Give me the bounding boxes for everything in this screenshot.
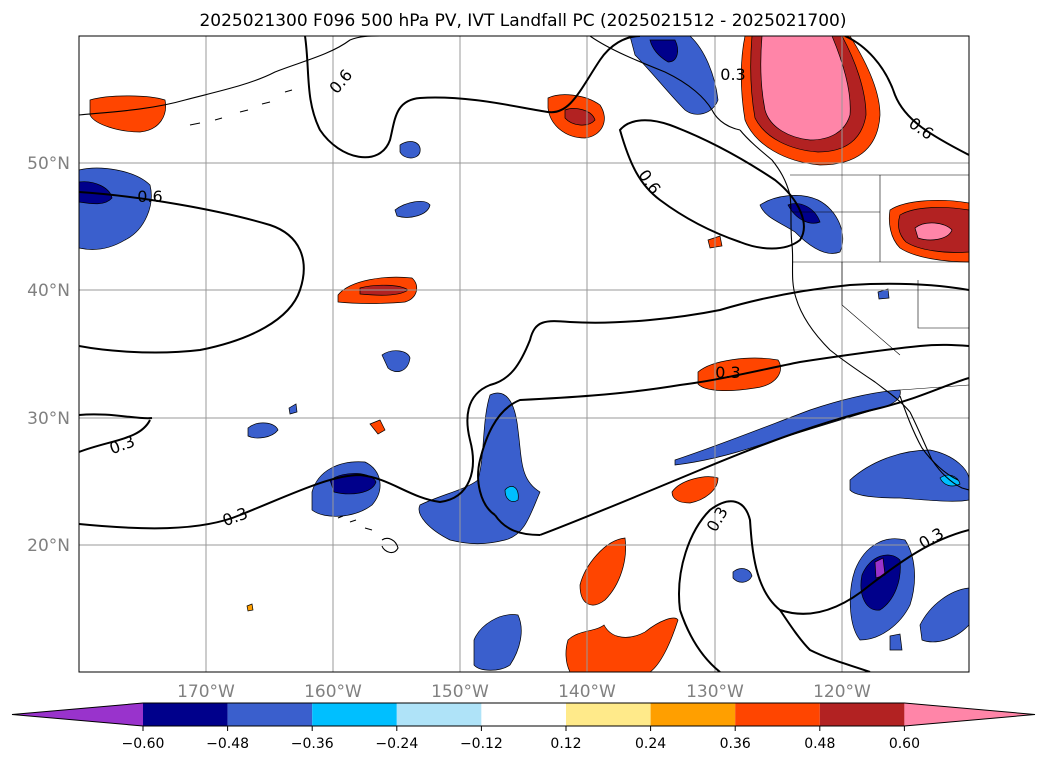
se-alaska-coast <box>589 36 741 131</box>
colorbar <box>11 702 1036 727</box>
us-mexico-border <box>899 384 969 391</box>
colorbar-tick-label: −0.48 <box>206 736 249 752</box>
colorbar-tick-label: 0.48 <box>804 736 835 752</box>
neg-far-southeast <box>919 587 969 643</box>
lat-label-40n: 40°N <box>27 281 70 301</box>
neg-small-4 <box>247 422 279 439</box>
colorbar-segment <box>481 703 566 726</box>
map-panel: 0.6 0.6 0.6 0.6 0.3 0.3 0.3 0.3 0.3 0.3 <box>78 35 970 673</box>
colorbar-tick-label: 0.36 <box>720 736 751 752</box>
colorbar-tick-label: 0.24 <box>635 736 666 752</box>
neg-southeast-purple <box>874 557 886 579</box>
lon-label-170w: 170°W <box>177 682 235 702</box>
colorbar-segment <box>143 703 228 726</box>
lon-label-120w: 120°W <box>813 682 871 702</box>
colorbar-extend-min <box>12 703 143 726</box>
pos-south-streak <box>579 537 626 606</box>
lon-labels: 170°W 160°W 150°W 140°W 130°W 120°W <box>177 682 871 702</box>
map-frame <box>78 35 970 673</box>
neg-nw-canada <box>629 36 719 115</box>
contour-label: 0.3 <box>715 363 740 382</box>
contour-0.6-north <box>304 36 641 159</box>
us-west-coast <box>789 194 911 413</box>
mexico-coast <box>899 395 959 481</box>
lat-label-30n: 30°N <box>27 409 70 429</box>
neg-small-5 <box>288 403 298 415</box>
contours <box>79 36 969 672</box>
pos-mid <box>671 476 719 504</box>
contour-0.3-central <box>79 282 969 530</box>
contour-0.3-south <box>477 343 969 516</box>
pos-idaho-pink <box>914 222 953 241</box>
neg-small-2 <box>394 201 431 218</box>
colorbar-tick-label: 0.60 <box>889 736 920 752</box>
colorbar-segment <box>396 703 482 726</box>
neg-small-8 <box>889 633 903 651</box>
colorbar-tick-label: −0.12 <box>460 736 503 752</box>
contour-0.3-inner <box>494 377 969 536</box>
colorbar-ticks: −0.60 −0.48 −0.36 −0.24 −0.12 0.12 0.24 0.36 0.4… <box>122 726 920 752</box>
lat-label-20n: 20°N <box>27 536 70 556</box>
colorbar-segment <box>735 703 820 726</box>
lon-label-150w: 150°W <box>431 682 489 702</box>
colorbar-segment <box>650 703 736 726</box>
alaska-coast <box>79 36 381 116</box>
colorbar-segment <box>566 703 651 726</box>
lat-labels: 50°N 40°N 30°N 20°N <box>27 154 70 556</box>
colorbar-tick-label: −0.60 <box>122 736 165 752</box>
hawaii-islands <box>337 515 399 554</box>
aleutian-islands <box>189 89 293 126</box>
contour-0.6-bc <box>844 36 969 156</box>
lat-label-50n: 50°N <box>27 154 70 174</box>
colorbar-tick-label: 0.12 <box>550 736 581 752</box>
neg-small-1 <box>399 141 421 159</box>
neg-hawaii-core <box>329 473 377 495</box>
colorbar-tick-label: −0.24 <box>375 736 418 752</box>
lon-label-130w: 130°W <box>686 682 744 702</box>
ca-nv-border <box>841 262 901 356</box>
pos-bc-pink <box>760 36 851 141</box>
bc-coast <box>739 129 791 196</box>
colorbar-segment <box>227 703 313 726</box>
borders <box>790 174 969 391</box>
neg-small-7 <box>732 568 753 583</box>
colorbar-segment <box>819 703 905 726</box>
pos-nw-blob <box>89 95 166 133</box>
contour-label: 0.3 <box>720 65 745 84</box>
nv-az-border <box>917 280 969 329</box>
lon-label-160w: 160°W <box>304 682 362 702</box>
neg-central-cyan <box>504 486 519 502</box>
graticule <box>79 36 969 672</box>
contour-0.6-gulf <box>618 119 805 250</box>
neg-baja <box>849 449 969 502</box>
contour-0.6-pacific <box>79 191 305 354</box>
lon-label-140w: 140°W <box>558 682 616 702</box>
colorbar-tick-label: −0.36 <box>291 736 334 752</box>
pos-small-2 <box>369 419 386 435</box>
contour-label: 0.6 <box>137 187 162 206</box>
neg-band <box>674 389 901 466</box>
neg-oregon <box>759 195 844 254</box>
neg-south-blob <box>473 614 522 671</box>
contour-0.3-bottom <box>679 609 871 672</box>
colorbar-extend-max <box>904 703 1035 726</box>
pos-south-bottom <box>565 617 679 672</box>
neg-nw-canada-core <box>649 39 678 63</box>
neg-small-3 <box>381 350 411 372</box>
contour-0.3-mid <box>79 413 153 453</box>
pos-small-3 <box>246 603 254 612</box>
contour-0.3-sw <box>678 500 969 615</box>
neg-oregon-core <box>787 203 821 224</box>
colorbar-segment <box>312 703 397 726</box>
figure-title: 2025021300 F096 500 hPa PV, IVT Landfall… <box>199 11 846 31</box>
coastlines <box>79 36 969 554</box>
